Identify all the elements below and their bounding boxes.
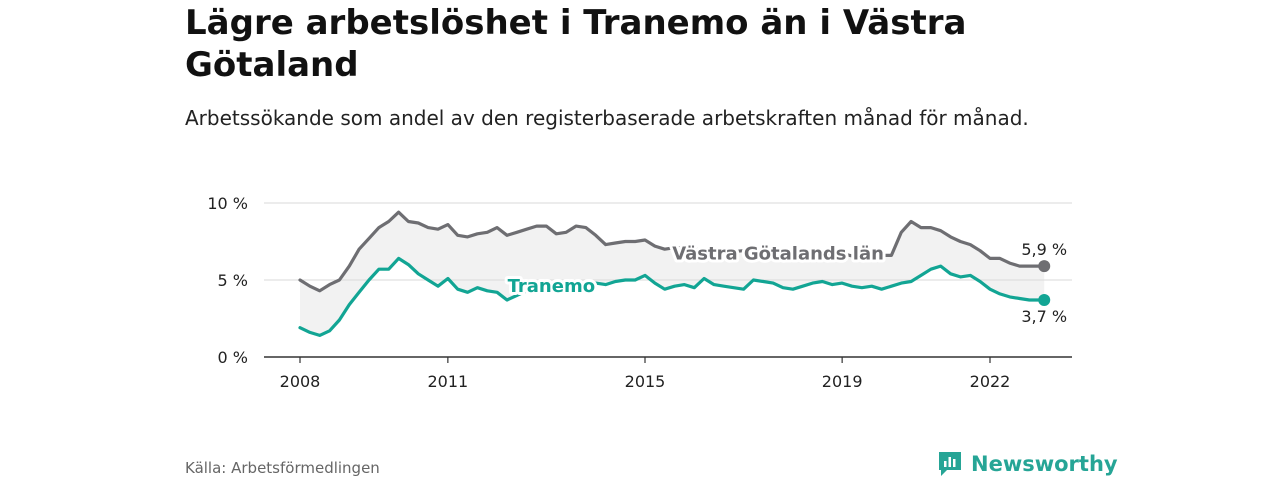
brand-logo[interactable]: Newsworthy xyxy=(937,449,1118,479)
brand-name: Newsworthy xyxy=(971,452,1118,476)
x-tick-label: 2015 xyxy=(625,372,666,391)
range-band xyxy=(300,212,1045,336)
x-tick-label: 2011 xyxy=(427,372,468,391)
y-tick-label: 5 % xyxy=(218,271,248,290)
series-end-point xyxy=(1038,260,1051,273)
source-note: Källa: Arbetsförmedlingen xyxy=(185,459,380,477)
y-tick-label: 0 % xyxy=(218,348,248,367)
series-label-tranemo: Tranemo xyxy=(508,276,595,297)
label-layer: Västra Götalands län Tranemo 5,9 % 3,7 % xyxy=(505,238,1069,328)
series-label-vastra-gotaland: Västra Götalands län xyxy=(672,243,884,264)
x-tick-label: 2008 xyxy=(280,372,321,391)
x-tick-label: 2022 xyxy=(970,372,1011,391)
y-tick-label: 10 % xyxy=(207,194,248,213)
x-tick-label: 2019 xyxy=(822,372,863,391)
line-chart: 0 % 5 % 10 % 2008 2011 2015 2019 2022 Västra Gö… xyxy=(207,194,1072,391)
chart-subtitle: Arbetssökande som andel av den registerb… xyxy=(185,106,1029,130)
newsworthy-logo-icon xyxy=(939,452,961,476)
chart-title: Lägre arbetslöshet i Tranemo än i Västra… xyxy=(185,3,967,85)
series-line-vastra-gotaland xyxy=(298,210,1046,293)
series-layer xyxy=(298,210,1051,337)
series-line-tranemo xyxy=(298,256,1046,337)
range-band-layer xyxy=(300,212,1045,336)
end-value-label-vastra-gotaland: 5,9 % xyxy=(1021,240,1067,259)
series-end-point xyxy=(1038,294,1051,307)
grid-layer: 0 % 5 % 10 % 2008 2011 2015 2019 2022 xyxy=(207,194,1072,391)
end-value-label-tranemo: 3,7 % xyxy=(1021,307,1067,326)
